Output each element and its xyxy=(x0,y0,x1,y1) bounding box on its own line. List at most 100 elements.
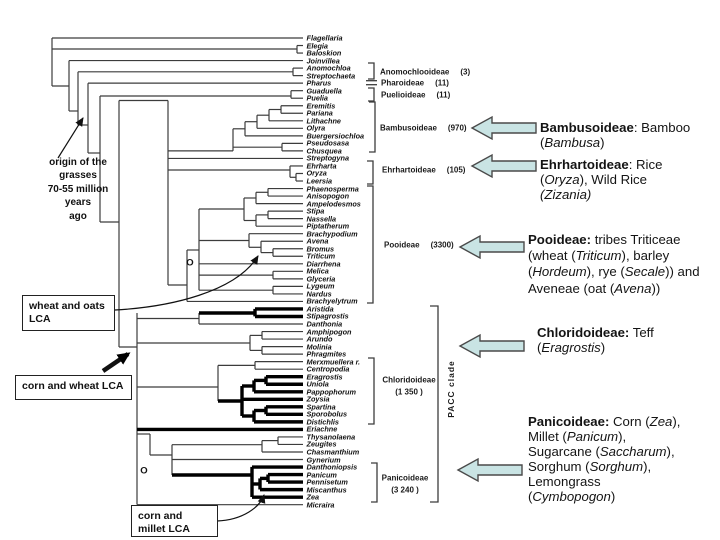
taxon-label: Phaenosperma xyxy=(306,184,359,194)
taxon-label: Chasmanthium xyxy=(306,447,360,457)
taxon-label: Centropodia xyxy=(306,364,350,374)
taxon-label: Streptogyna xyxy=(306,153,350,163)
taxon-label: Micraira xyxy=(306,500,335,510)
annotation-run: ( xyxy=(528,489,533,504)
clade-bracket xyxy=(368,62,375,80)
lca-callout-box: corn and wheat LCA xyxy=(15,375,132,400)
annotation-run: Triticum xyxy=(575,248,622,264)
node-marker-o: O xyxy=(186,257,194,269)
taxon-label: Ampelodesmos xyxy=(306,199,361,209)
annotation-run: )) and xyxy=(665,264,700,280)
clade-name: Chloridoideae xyxy=(382,375,436,385)
annotation-arrow xyxy=(57,117,84,159)
pacc-clade-label: PACC clade xyxy=(446,360,456,418)
annotation-run: Corn ( xyxy=(609,414,650,429)
annotation-run: )) xyxy=(651,280,661,296)
taxon-label: Molinia xyxy=(306,342,332,352)
taxon-label: Streptochaeta xyxy=(306,71,356,81)
origin-of-grasses-note: origin of the grasses 70-55 million years ag… xyxy=(28,156,128,223)
annotation-run: ), xyxy=(672,414,681,429)
annotation-run: ), xyxy=(618,429,627,444)
annotation-line: (Oryza), Wild Rice xyxy=(540,172,662,187)
taxon-label: Zoysia xyxy=(306,394,330,404)
clade-bracket xyxy=(430,305,439,503)
clade-label: Pharoideae (11) xyxy=(381,78,449,87)
taxon-label: Brachyelytrum xyxy=(306,296,358,306)
clade-species-count: (970) xyxy=(447,123,467,133)
annotation-line: Millet (Panicum), xyxy=(528,429,680,444)
taxon-label: Glyceria xyxy=(306,274,336,284)
taxon-label: Lithachne xyxy=(306,116,341,126)
taxon-label: Bromus xyxy=(306,244,335,254)
clade-bracket xyxy=(368,87,375,102)
taxon-label: Arundo xyxy=(306,334,333,344)
annotation-run: ( xyxy=(540,172,545,187)
taxon-label: Danthoniopsis xyxy=(306,462,358,472)
clade-species-count: (11) xyxy=(435,78,449,88)
annotation-run: Hordeum xyxy=(532,264,587,280)
annotation-run: ( xyxy=(537,340,542,355)
clade-label: Panicoideae (3 240 ) xyxy=(382,473,429,496)
taxon-label: Aristida xyxy=(306,304,334,314)
annotation-run: Bambusoideae xyxy=(540,120,634,135)
annotation-run: Chloridoideae: xyxy=(537,325,630,340)
taxon-label: Distichlis xyxy=(306,417,339,427)
clade-label: Anomochlooideae (3) xyxy=(380,67,470,76)
annotation-line: Lemongrass xyxy=(528,474,680,489)
taxon-label: Anomochloa xyxy=(306,63,351,73)
taxon-label: Stipagrostis xyxy=(306,311,349,321)
taxon-label: Nardus xyxy=(306,289,332,299)
annotation-run: ), xyxy=(666,444,675,459)
clade-species-count: (105) xyxy=(446,165,466,174)
taxon-label: Baloskion xyxy=(306,48,342,58)
annotation-line: Aveneae (oat (Avena)) xyxy=(528,281,700,297)
annotation-run: Panicum xyxy=(566,429,619,444)
taxon-label: Eremitis xyxy=(306,101,336,111)
taxon-label: Melica xyxy=(306,266,329,276)
taxon-label: Ehrharta xyxy=(306,161,337,171)
left-block-arrow-icon xyxy=(458,333,525,359)
annotation-run: Ehrhartoideae xyxy=(540,157,629,172)
clade-name: Panicoideae xyxy=(381,473,429,483)
taxon-label: Zeugites xyxy=(306,439,337,449)
annotation-run: ) xyxy=(610,489,616,504)
annotation-line: Panicoideae: Corn (Zea), xyxy=(528,414,680,429)
taxon-label: Nassella xyxy=(306,214,337,224)
annotation-run: ), barley xyxy=(621,248,670,264)
taxon-label: Pappophorum xyxy=(306,387,356,397)
annotation-line: Ehrhartoideae: Rice xyxy=(540,157,662,172)
node-marker-o: O xyxy=(140,465,148,477)
annotation-run: Sorghum ( xyxy=(528,459,590,474)
annotation-line: Sugarcane (Saccharum), xyxy=(528,444,680,459)
annotation-run: : Rice xyxy=(628,157,663,172)
origin-note-line: 70-55 million xyxy=(47,183,109,195)
annotation-line: (Zizania) xyxy=(540,187,662,202)
annotation-run: Teff xyxy=(629,325,654,340)
annotation-run: ) xyxy=(600,135,605,150)
annotation-run: ), rye ( xyxy=(586,264,625,280)
taxon-label: Spartina xyxy=(306,402,336,412)
taxon-label: Oryza xyxy=(306,168,327,178)
lca-box-line: corn and xyxy=(138,510,183,522)
annotation-run: Lemongrass xyxy=(528,474,601,489)
annotation-run: Oryza xyxy=(544,172,580,187)
clade-species-count: (1 350 ) xyxy=(395,387,423,396)
clade-label: Chloridoideae (1 350 ) xyxy=(382,375,435,398)
taxon-label: Pennisetum xyxy=(306,477,348,487)
taxon-label: Phragmites xyxy=(306,349,347,359)
annotation-run: (wheat ( xyxy=(528,248,576,264)
taxon-label: Puelia xyxy=(306,93,329,103)
annotation-run: Saccharum xyxy=(599,444,667,459)
taxon-label: Zea xyxy=(306,492,320,502)
clade-name: Ehrhartoideae xyxy=(382,165,436,174)
clade-label: Ehrhartoideae (105) xyxy=(382,165,465,174)
chloridoideae-note: Chloridoideae: Teff (Eragrostis) xyxy=(537,325,654,355)
taxon-label: Stipa xyxy=(306,206,325,216)
annotation-run: ), Wild Rice xyxy=(579,172,647,187)
taxon-label: Uniola xyxy=(306,379,329,389)
annotation-arrow xyxy=(114,255,259,311)
panicoideae-note: Panicoideae: Corn (Zea), Millet (Panicum)… xyxy=(528,414,680,504)
lca-callout-box: corn and millet LCA xyxy=(131,505,218,537)
taxon-label: Pharus xyxy=(306,78,332,88)
annotation-run: Pooideae: xyxy=(528,232,592,247)
